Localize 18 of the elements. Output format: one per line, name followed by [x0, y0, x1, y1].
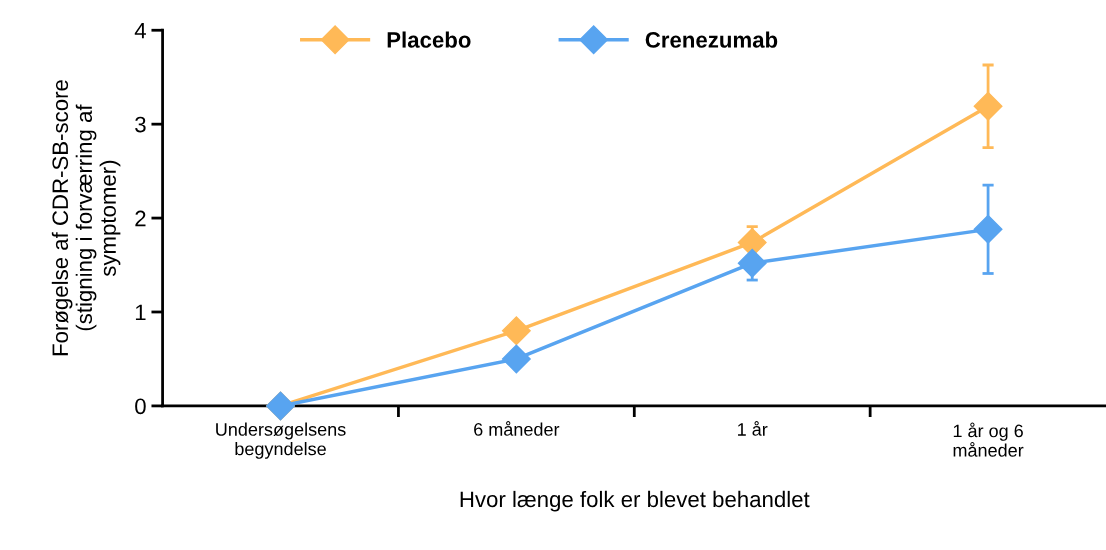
- point: [973, 214, 1003, 244]
- point: [973, 91, 1003, 121]
- x-axis-title: Hvor længe folk er blevet behandlet: [460, 490, 810, 512]
- point: [501, 344, 531, 374]
- y-tick-label: 4: [134, 23, 146, 39]
- x-tick-label: 6 måneder: [474, 421, 560, 436]
- y-tick-label: 1: [135, 304, 146, 321]
- x-tick-label: Undersøgelsens begyndelse: [216, 422, 346, 459]
- legend-label: Crenezumab: [645, 31, 778, 48]
- y-axis-title: Forøgelse af CDR-SB-score (stigning i forværring af symptomer): [51, 80, 121, 356]
- x-tick-label: 1 år: [738, 421, 768, 436]
- x-tick-label: 1 år og 6 måneder: [953, 422, 1024, 457]
- y-tick-label: 0: [135, 398, 146, 415]
- legend-label: Placebo: [387, 31, 471, 48]
- y-tick-label: 2: [135, 210, 146, 227]
- point: [501, 316, 531, 346]
- y-tick-label: 3: [135, 116, 146, 133]
- point: [737, 248, 767, 278]
